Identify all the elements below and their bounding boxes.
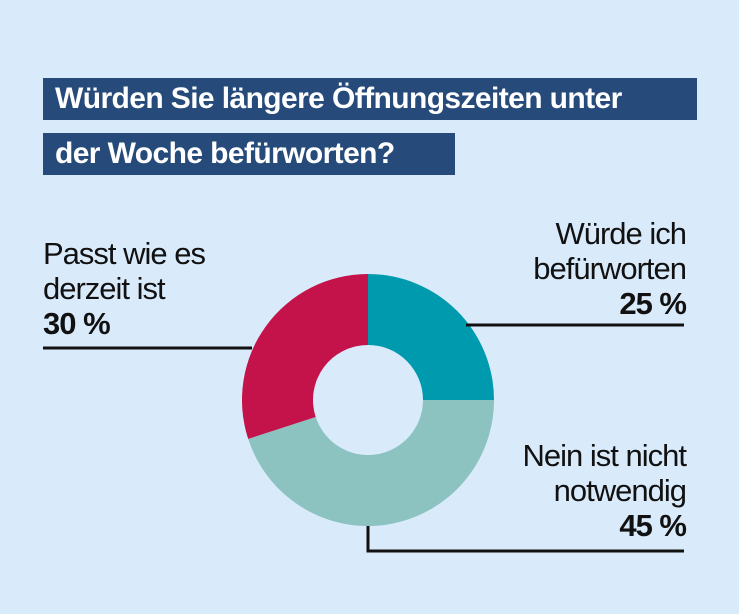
slice-label-line: Würde ich — [555, 216, 687, 251]
slice-label-line: Passt wie es — [43, 236, 206, 271]
chart-title-line-2: der Woche befürworten? — [43, 133, 455, 175]
slice-percent-label: 25 % — [619, 286, 687, 321]
slice-passt-wie-es-derzeit-ist — [242, 274, 368, 439]
slice-wuerde-ich-befuerworten — [368, 274, 494, 400]
slice-label-line: Nein ist nicht — [522, 438, 687, 473]
slice-percent-label: 30 % — [43, 306, 111, 341]
donut-slices — [242, 274, 494, 527]
chart-title-line-1: Würden Sie längere Öffnungszeiten unter — [43, 78, 697, 120]
slice-label-passt-wie-es-derzeit-ist: Passt wie es derzeit ist 30 % — [43, 236, 206, 341]
slice-label-line: notwendig — [553, 473, 687, 508]
leader-lines — [43, 323, 684, 553]
leader-line-nein-ist-nicht-notwendig — [366, 526, 684, 553]
slice-nein-ist-nicht-notwendig — [248, 400, 494, 527]
slice-label-nein-ist-nicht-notwendig: Nein ist nicht notwendig 45 % — [522, 438, 687, 543]
slice-label-line: derzeit ist — [43, 271, 166, 306]
slice-label-wuerde-ich-befuerworten: Würde ich befürworten 25 % — [533, 216, 687, 321]
slice-percent-label: 45 % — [619, 508, 687, 543]
slice-label-line: befürworten — [533, 251, 687, 286]
